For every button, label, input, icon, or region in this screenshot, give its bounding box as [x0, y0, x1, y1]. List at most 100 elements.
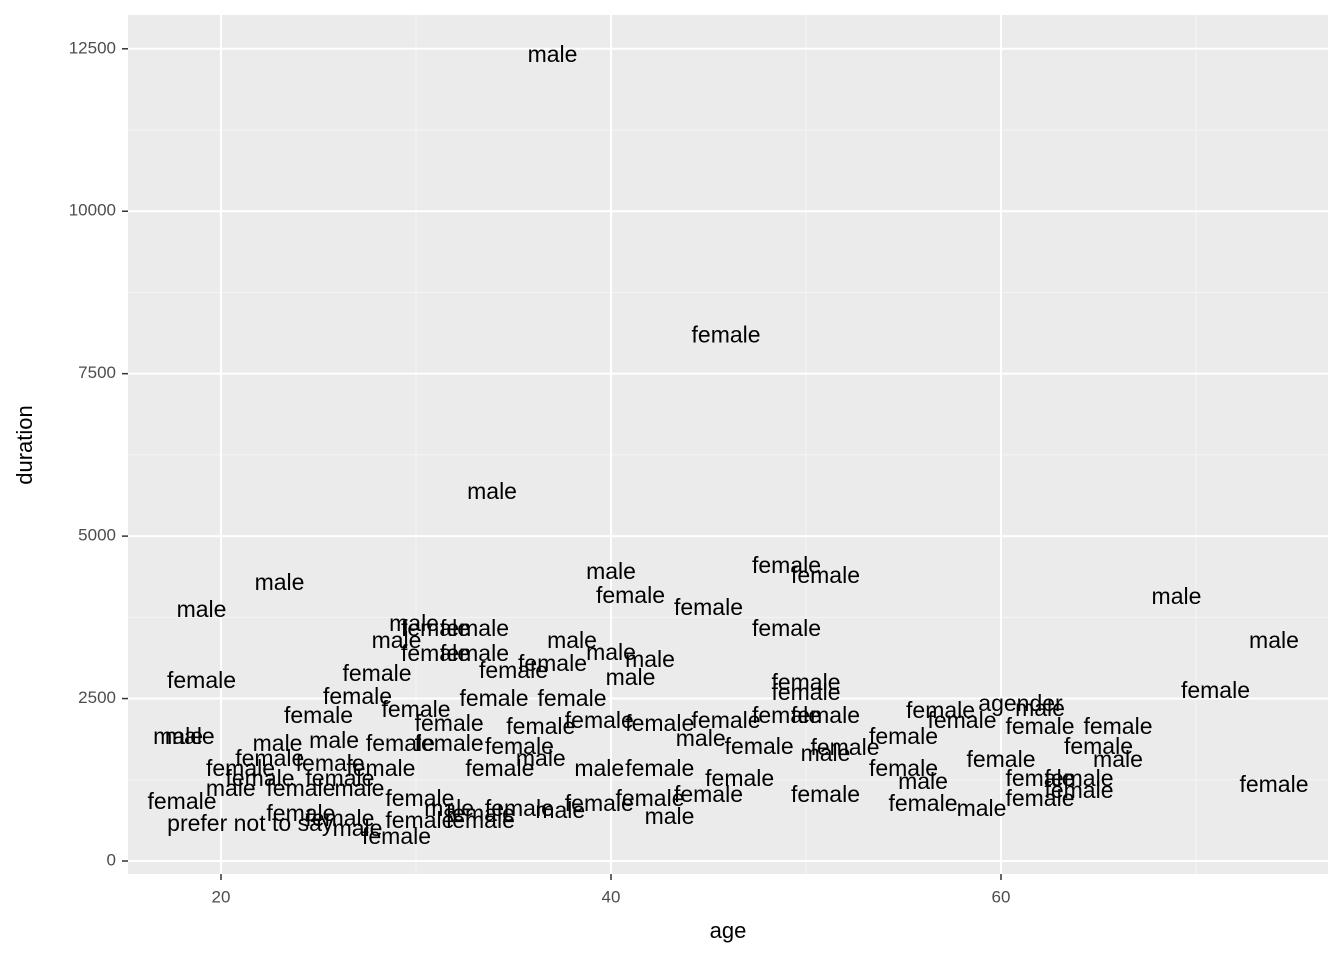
point-label: female: [771, 669, 840, 695]
point-label: female: [440, 615, 509, 641]
point-label: female: [284, 702, 353, 728]
point-label: male: [309, 727, 359, 753]
point-label: female: [1064, 733, 1133, 759]
point-label: male: [645, 803, 695, 829]
point-label: female: [1005, 713, 1074, 739]
point-label: female: [692, 707, 761, 733]
point-label: male: [255, 569, 305, 595]
y-tick-label: 7500: [78, 363, 116, 382]
point-label: female: [791, 781, 860, 807]
point-label: female: [465, 755, 534, 781]
point-label: female: [869, 723, 938, 749]
point-label: female: [446, 807, 515, 833]
x-axis-title: age: [710, 918, 747, 943]
point-label: male: [606, 664, 656, 690]
point-label: female: [565, 790, 634, 816]
point-label: female: [906, 697, 975, 723]
point-label: female: [459, 685, 528, 711]
point-label: male: [1015, 695, 1065, 721]
point-label: female: [485, 733, 554, 759]
point-label: female: [752, 552, 821, 578]
point-label: male: [676, 725, 726, 751]
point-label: female: [1181, 677, 1250, 703]
point-label: female: [674, 781, 743, 807]
point-label: male: [467, 478, 517, 504]
point-label: female: [1083, 713, 1152, 739]
point-label: female: [674, 594, 743, 620]
point-label: female: [381, 696, 450, 722]
y-tick-label: 5000: [78, 526, 116, 545]
point-label: agender: [978, 690, 1063, 716]
point-label: female: [385, 807, 454, 833]
point-label: male: [625, 646, 675, 672]
point-label: female: [485, 795, 554, 821]
y-tick-label: 0: [107, 850, 116, 869]
point-label: female: [401, 640, 470, 666]
point-label: female: [596, 582, 665, 608]
point-label: female: [266, 800, 335, 826]
point-label: female: [518, 650, 587, 676]
point-label: female: [791, 702, 860, 728]
point-label: male: [253, 730, 303, 756]
point-label: male: [333, 815, 383, 841]
point-label: female: [446, 800, 515, 826]
point-label: female: [625, 755, 694, 781]
point-label: female: [385, 785, 454, 811]
point-label: female: [1044, 765, 1113, 791]
point-label: male: [516, 745, 566, 771]
point-label: female: [625, 710, 694, 736]
point-label: female: [752, 615, 821, 641]
point-label: female: [415, 730, 484, 756]
point-label: female: [791, 562, 860, 588]
point-label: male: [957, 795, 1007, 821]
point-label: male: [528, 41, 578, 67]
point-label: male: [574, 755, 624, 781]
point-label: female: [1005, 765, 1074, 791]
point-label: female: [415, 710, 484, 736]
point-label: male: [177, 596, 227, 622]
point-label: male: [372, 627, 422, 653]
point-label: female: [888, 790, 957, 816]
y-tick-label: 10000: [69, 201, 116, 220]
point-label: female: [752, 702, 821, 728]
point-label: female: [725, 733, 794, 759]
point-label: female: [1044, 777, 1113, 803]
point-label: male: [389, 610, 439, 636]
point-label: female: [305, 805, 374, 831]
point-label: male: [1152, 583, 1202, 609]
panel: [128, 15, 1328, 874]
point-label: female: [869, 755, 938, 781]
point-label: female: [966, 746, 1035, 772]
point-label: male: [1093, 746, 1143, 772]
point-label: male: [165, 723, 215, 749]
point-label: male: [335, 775, 385, 801]
point-label: female: [537, 685, 606, 711]
point-label: female: [266, 775, 335, 801]
y-axis-title: duration: [12, 405, 37, 485]
point-label: female: [479, 657, 548, 683]
point-label: male: [898, 768, 948, 794]
point-label: male: [801, 740, 851, 766]
point-label: male: [424, 795, 474, 821]
point-label: female: [296, 750, 365, 776]
point-label: female: [147, 788, 216, 814]
point-label: female: [565, 707, 634, 733]
point-label: female: [506, 713, 575, 739]
point-label: female: [1005, 785, 1074, 811]
point-label: female: [362, 823, 431, 849]
x-tick-label: 60: [992, 887, 1011, 906]
point-label: female: [366, 730, 435, 756]
point-label: female: [342, 660, 411, 686]
point-label: male: [1249, 627, 1299, 653]
point-label: female: [323, 683, 392, 709]
y-tick-label: 2500: [78, 688, 116, 707]
point-label: female: [705, 765, 774, 791]
point-label: male: [586, 639, 636, 665]
point-label: female: [401, 615, 470, 641]
y-tick-label: 12500: [69, 38, 116, 57]
point-label: male: [547, 627, 597, 653]
x-tick-label: 20: [212, 887, 231, 906]
point-label: male: [206, 775, 256, 801]
point-label: male: [586, 558, 636, 584]
